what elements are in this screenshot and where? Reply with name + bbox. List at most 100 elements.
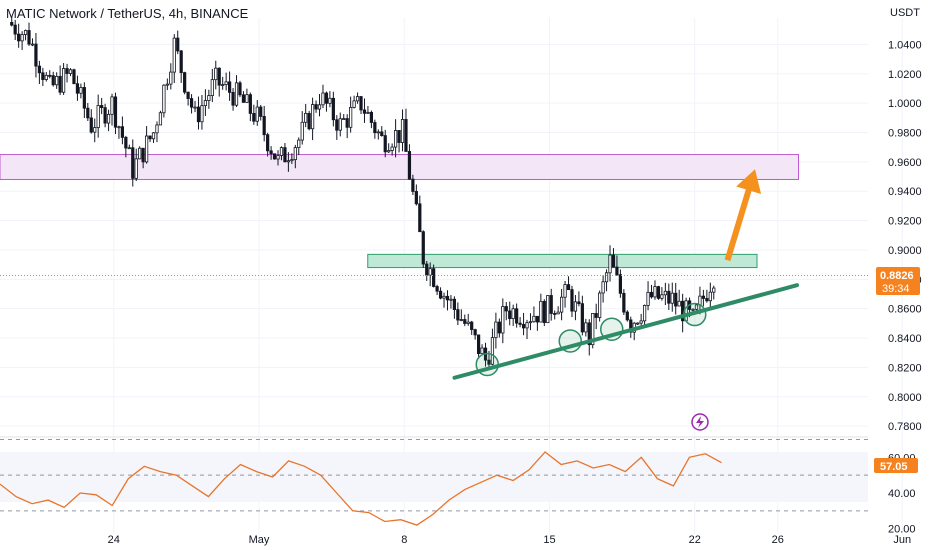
candle-body	[238, 82, 242, 96]
candle-body	[594, 313, 598, 318]
candle-body	[376, 131, 380, 134]
candle-body	[362, 109, 367, 114]
price-tick-label: 1.0000	[888, 98, 922, 110]
candle-body	[411, 178, 415, 192]
candle-body	[466, 321, 470, 324]
breakout-arrow	[724, 169, 762, 262]
candle-body	[591, 313, 595, 346]
candle-body	[331, 97, 335, 121]
candle-body	[525, 322, 529, 329]
time-tick-label: 22	[689, 534, 701, 546]
time-tick-label: 26	[772, 534, 784, 546]
candle-body	[27, 30, 31, 45]
candle-body	[200, 105, 204, 123]
candle-body	[127, 147, 131, 150]
candle-body	[20, 34, 24, 42]
candle-body	[328, 97, 332, 104]
candle-body	[324, 92, 329, 104]
candle-body	[30, 43, 35, 46]
candle-body	[445, 295, 450, 301]
candle-body	[290, 159, 294, 162]
candle-body	[61, 68, 66, 93]
candle-body	[55, 75, 59, 86]
candle-body	[338, 118, 342, 131]
candle-body	[51, 75, 55, 86]
candle-body	[13, 24, 17, 35]
candle-body	[698, 295, 702, 306]
price-tick-label: 1.0200	[888, 69, 922, 81]
candle-body	[577, 301, 581, 305]
candle-body	[438, 290, 443, 299]
candle-body	[165, 83, 169, 86]
touch-circle	[475, 352, 499, 377]
candle-body	[587, 322, 591, 346]
candle-body	[459, 319, 463, 321]
candle-body	[44, 74, 48, 80]
touch-circle	[600, 317, 624, 341]
price-tick-label: 0.9800	[888, 128, 922, 140]
candle-body	[207, 95, 211, 101]
candle-body	[134, 158, 138, 179]
candle-body	[615, 266, 619, 276]
resistance-zone	[0, 154, 799, 180]
price-tick-label: 0.8600	[888, 304, 922, 316]
candle-body	[68, 69, 73, 74]
candle-body	[349, 107, 353, 128]
candle-body	[100, 105, 104, 109]
candle-body	[307, 112, 311, 130]
candle-body	[120, 126, 125, 138]
candle-body	[639, 320, 643, 324]
candle-body	[691, 308, 695, 311]
lightning-icon[interactable]	[691, 413, 709, 431]
candle-body	[535, 315, 540, 323]
candle-body	[608, 254, 612, 274]
candle-body	[113, 96, 118, 128]
price-tick-label: 0.9000	[888, 245, 922, 257]
candle-body	[598, 292, 602, 318]
candle-body	[400, 119, 405, 143]
time-axis: 24 May 8 15 22 26 Jun	[108, 534, 912, 546]
candle-body	[649, 291, 654, 298]
candle-body	[521, 323, 526, 329]
candle-body	[300, 121, 304, 141]
candle-body	[611, 254, 616, 268]
candle-body	[476, 334, 481, 354]
price-grid	[0, 18, 903, 534]
candle-body	[272, 153, 277, 160]
candle-body	[297, 139, 301, 149]
candle-body	[674, 292, 678, 307]
candle-body	[345, 118, 349, 128]
candle-body	[625, 311, 629, 321]
candle-body	[452, 298, 457, 311]
candle-body	[34, 43, 38, 67]
candle-body	[79, 87, 83, 94]
breakout-zone	[367, 253, 758, 269]
candle-body	[473, 329, 477, 336]
time-tick-label: 24	[108, 534, 120, 546]
candle-body	[144, 135, 149, 163]
candle-body	[103, 107, 107, 124]
rsi-value-label-bg	[874, 458, 918, 473]
candle-body	[380, 131, 384, 136]
candle-body	[442, 295, 446, 299]
candle-body	[418, 203, 422, 233]
time-tick-label: Jun	[893, 534, 911, 546]
candle-body	[283, 147, 287, 163]
candle-body	[404, 119, 408, 152]
candle-body	[75, 83, 80, 94]
price-tick-label: 0.7800	[888, 421, 922, 433]
candle-body	[670, 292, 674, 304]
candle-body	[414, 191, 418, 205]
candle-body	[72, 69, 76, 85]
candle-body	[106, 113, 111, 124]
candle-body	[158, 112, 163, 126]
candle-body	[183, 72, 187, 93]
candle-body	[653, 286, 657, 298]
candle-body	[93, 127, 97, 133]
candle-body	[269, 150, 273, 155]
candle-body	[580, 303, 584, 333]
candle-body	[532, 315, 536, 323]
candle-body	[189, 98, 194, 108]
candle-body	[162, 84, 166, 114]
